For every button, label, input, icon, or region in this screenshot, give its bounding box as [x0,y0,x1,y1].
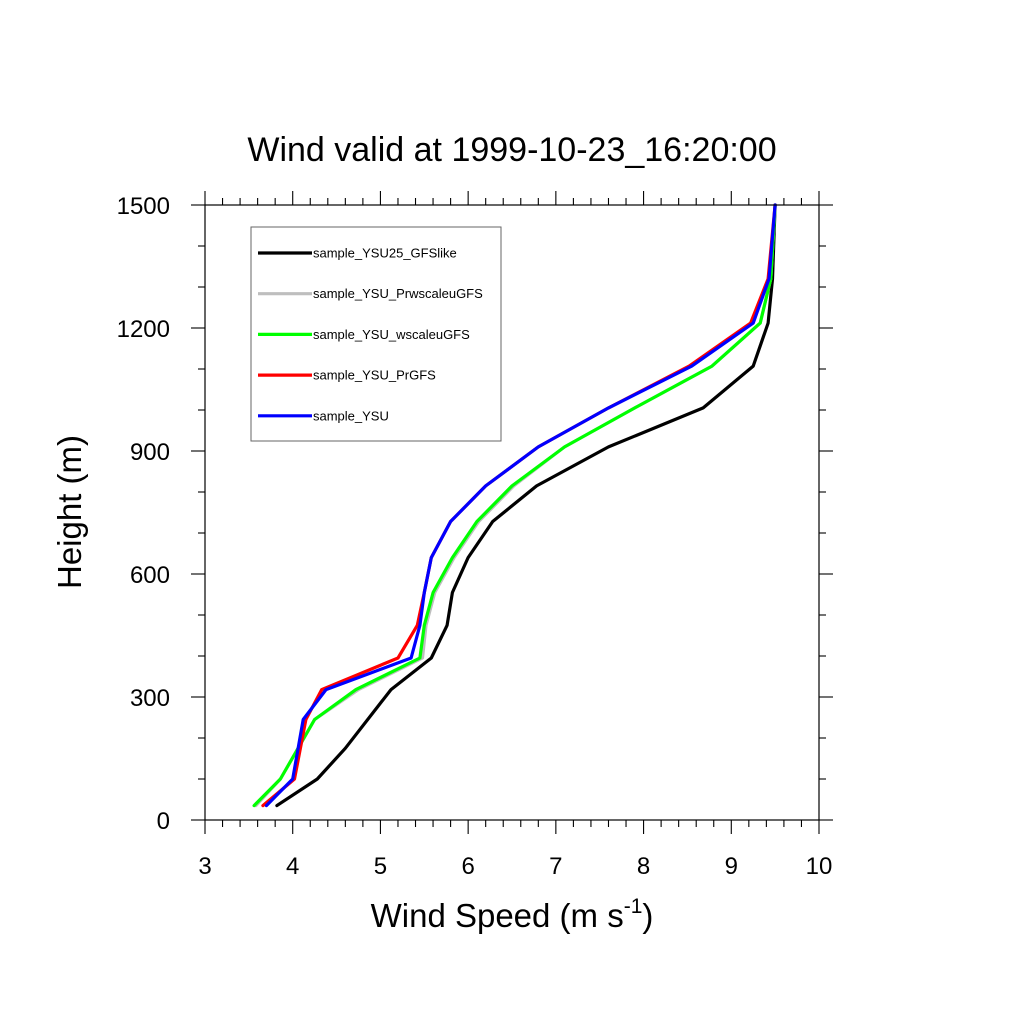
series-lines [252,203,777,808]
legend-label: sample_YSU_wscaleuGFS [313,327,470,342]
y-axis-label: Height (m) [51,435,88,589]
legend-label: sample_YSU_PrwscaleuGFS [313,286,483,301]
x-tick-label: 5 [374,853,387,880]
x-tick-label: 3 [198,853,211,880]
x-tick-label: 10 [806,853,833,880]
series-line-4 [264,203,777,808]
x-axis-label-exponent: -1 [624,895,643,918]
x-tick-label: 8 [637,853,650,880]
x-tick-label: 7 [549,853,562,880]
legend-label: sample_YSU25_GFSlike [313,246,457,261]
axis-ticks [191,191,833,834]
plot-frame [204,204,820,821]
tick-labels: 3 4 5 6 7 8 9 10 0 300 600 900 1200 1500 [117,193,833,880]
y-tick-label: 300 [130,685,170,712]
chart-title: Wind valid at 1999-10-23_16:20:00 [247,131,776,169]
legend-label: sample_YSU_PrGFS [313,368,436,383]
x-axis-label-end: ) [642,897,653,934]
series-line-2 [252,203,777,808]
x-axis-label-main: Wind Speed (m s [371,897,624,934]
series-line-0 [275,203,777,808]
y-tick-label: 600 [130,562,170,589]
x-tick-label: 6 [461,853,474,880]
y-tick-label: 1500 [117,193,170,220]
y-tick-label: 1200 [117,316,170,343]
legend: sample_YSU25_GFSlike sample_YSU_Prwscaleu… [250,226,502,442]
x-axis-label: Wind Speed (m s-1) [371,895,654,934]
legend-label: sample_YSU [313,408,389,423]
y-tick-label: 900 [130,439,170,466]
x-tick-label: 9 [725,853,738,880]
y-tick-label: 0 [157,808,170,835]
x-tick-label: 4 [286,853,299,880]
